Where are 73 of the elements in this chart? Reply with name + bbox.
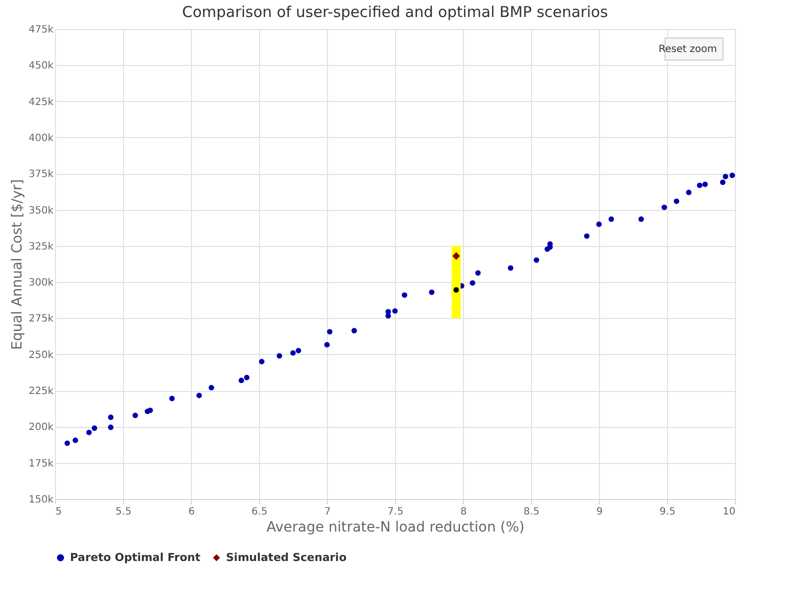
point (72, 438, 78, 444)
point (475, 270, 481, 276)
x-tick-label: 9.5 (660, 506, 676, 518)
y-axis-title: Equal Annual Cost [$/yr] (10, 179, 26, 350)
point (86, 430, 92, 436)
x-tick-label: 7 (324, 506, 331, 518)
y-tick-label: 400k (28, 132, 54, 144)
y-tick-label: 475k (28, 24, 54, 36)
point (702, 182, 708, 188)
point (169, 396, 175, 402)
point (64, 440, 70, 446)
y-tick-label: 200k (28, 422, 54, 434)
point (132, 412, 138, 418)
x-tick-label: 5.5 (116, 506, 132, 518)
point (324, 342, 330, 348)
legend-label: Pareto Optimal Front (70, 550, 200, 564)
y-tick-label: 350k (28, 205, 54, 216)
x-tick-label: 6.5 (252, 506, 268, 518)
point (596, 221, 602, 227)
point (720, 180, 726, 186)
point (290, 350, 296, 356)
y-tick-label: 250k (28, 350, 54, 361)
point (452, 252, 460, 260)
x-tick-label: 10 (722, 506, 736, 518)
point (108, 424, 114, 430)
point (584, 233, 590, 239)
point (696, 182, 702, 188)
point (662, 204, 668, 210)
point (276, 353, 282, 359)
point (108, 414, 114, 420)
point (92, 425, 98, 431)
point (470, 280, 476, 286)
point (147, 408, 153, 414)
y-tick-label: 375k (28, 169, 54, 180)
point (385, 308, 391, 314)
x-tick-label: 8 (460, 506, 467, 518)
x-axis-title: Average nitrate-N load reduction (%) (266, 520, 524, 536)
point (453, 287, 459, 293)
y-tick-label: 450k (28, 60, 54, 72)
y-tick-label: 150k (28, 494, 54, 506)
point (208, 384, 214, 390)
point (238, 378, 244, 384)
x-tick-label: 7.5 (388, 506, 404, 518)
point (428, 289, 434, 295)
point (326, 328, 332, 334)
point (508, 265, 514, 271)
point (686, 190, 692, 196)
y-tick-label: 325k (28, 241, 54, 252)
point (196, 392, 202, 398)
point (392, 308, 398, 314)
point (638, 216, 644, 222)
chart-title: Comparison of user-specified and optimal BMP scenarios (182, 3, 608, 21)
y-tick-label: 425k (28, 96, 54, 108)
y-tick-label: 275k (28, 314, 54, 325)
y-tick-label: 300k (28, 278, 54, 289)
point (296, 348, 302, 354)
x-tick-label: 8.5 (524, 506, 540, 518)
point (351, 328, 357, 334)
point (258, 358, 264, 364)
point (534, 257, 540, 263)
point (674, 198, 680, 204)
x-tick-label: 5 (56, 506, 62, 518)
annotation: Reset zoom (658, 44, 717, 55)
y-tick-label: 175k (28, 458, 54, 470)
point (722, 174, 728, 180)
point (730, 172, 736, 178)
y-tick-label: 225k (28, 386, 54, 398)
point (608, 216, 614, 222)
point (402, 292, 408, 298)
point (244, 374, 250, 380)
x-tick-label: 6 (188, 506, 195, 518)
x-tick-label: 9 (596, 506, 603, 518)
legend-label: Simulated Scenario (226, 550, 347, 564)
